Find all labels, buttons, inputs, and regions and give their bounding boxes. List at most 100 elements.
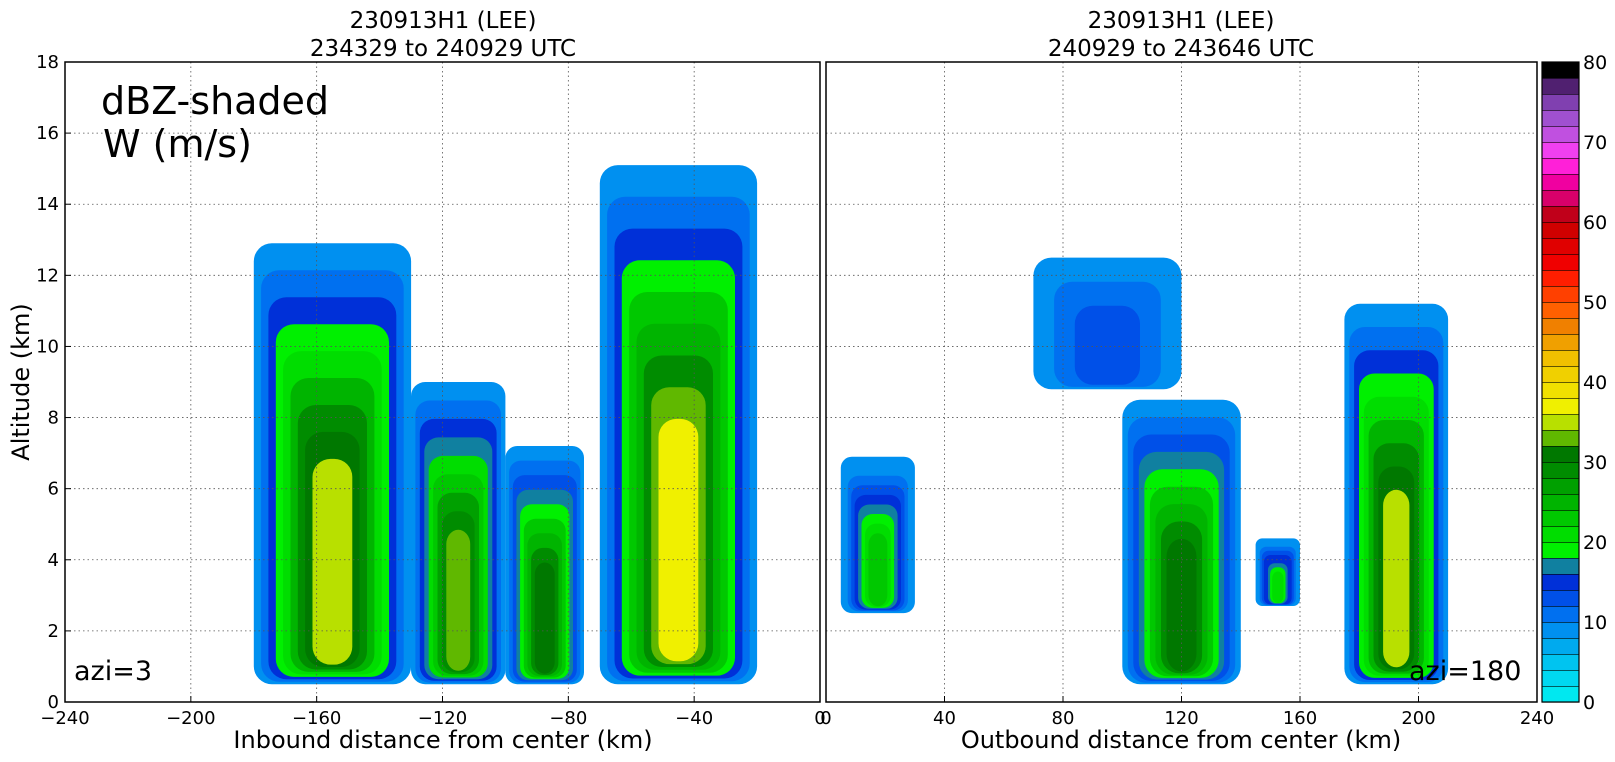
colorbar-swatch xyxy=(1541,557,1580,575)
right-echo-column xyxy=(1033,257,1182,390)
colorbar-swatch xyxy=(1541,173,1580,191)
left-echo-layer xyxy=(658,418,699,662)
colorbar-tick-label: 20 xyxy=(1583,532,1607,554)
colorbar-swatch xyxy=(1541,301,1580,319)
right-xtick-label: 240 xyxy=(1520,708,1554,729)
left-ytick-label: 16 xyxy=(36,123,59,144)
colorbar-swatch xyxy=(1541,493,1580,511)
left-xlabel: Inbound distance from center (km) xyxy=(233,726,652,754)
colorbar-swatch xyxy=(1541,429,1580,447)
left-grid xyxy=(65,62,820,702)
colorbar-swatch xyxy=(1541,269,1580,287)
colorbar-tick-label: 60 xyxy=(1583,212,1607,234)
left-echo-layer xyxy=(312,458,353,665)
colorbar-swatch xyxy=(1541,189,1580,207)
left-ytick-label: 2 xyxy=(48,621,59,642)
colorbar-tick-label: 0 xyxy=(1583,692,1595,714)
right-echo-layer xyxy=(1166,538,1197,672)
colorbar-swatch xyxy=(1541,541,1580,559)
right-xtick-label: 80 xyxy=(1052,708,1075,729)
colorbar-swatch xyxy=(1541,61,1580,79)
colorbar-swatch xyxy=(1541,77,1580,95)
colorbar-swatch xyxy=(1541,477,1580,495)
right-xtick-label: 120 xyxy=(1164,708,1198,729)
left-echo-layer xyxy=(446,529,471,671)
colorbar-swatch xyxy=(1541,573,1580,591)
colorbar-swatch xyxy=(1541,653,1580,671)
colorbar-swatch xyxy=(1541,365,1580,383)
left-ytick-label: 18 xyxy=(36,52,59,73)
colorbar-swatch xyxy=(1541,205,1580,223)
colorbar-frame xyxy=(1541,61,1580,703)
right-subtitle: 240929 to 243646 UTC xyxy=(1048,36,1314,62)
left-ytick-label: 14 xyxy=(36,194,59,215)
left-xtick-label: −80 xyxy=(549,708,587,729)
right-x-ticks: 0 40 80 120 160 200 240 xyxy=(820,696,1554,729)
colorbar-swatch xyxy=(1541,685,1580,703)
left-ytick-label: 6 xyxy=(48,479,59,500)
left-annotation-line1: dBZ-shaded xyxy=(101,79,329,123)
colorbar-swatch xyxy=(1541,509,1580,527)
colorbar-swatch xyxy=(1541,109,1580,127)
left-panel: 230913H1 (LEE) 234329 to 240929 UTC −240… xyxy=(7,8,826,754)
colorbar-tick-label: 50 xyxy=(1583,292,1607,314)
colorbar-swatch xyxy=(1541,141,1580,159)
colorbar-swatch xyxy=(1541,621,1580,639)
colorbar-tick-label: 30 xyxy=(1583,452,1607,474)
colorbar-swatch xyxy=(1541,397,1580,415)
right-xtick-label: 0 xyxy=(820,708,831,729)
colorbar-swatch xyxy=(1541,413,1580,431)
right-echo-column xyxy=(840,456,915,614)
colorbar-swatch xyxy=(1541,157,1580,175)
left-azimuth-label: azi=3 xyxy=(74,656,152,687)
right-panel: 230913H1 (LEE) 240929 to 243646 UTC 0 40 8… xyxy=(820,8,1554,754)
left-y-ticks: 0 2 4 6 8 10 12 14 16 18 xyxy=(36,52,71,713)
colorbar-tick-label: 10 xyxy=(1583,612,1607,634)
colorbar-swatch xyxy=(1541,669,1580,687)
left-xtick-label: −200 xyxy=(166,708,215,729)
left-ytick-label: 10 xyxy=(36,336,59,357)
colorbar-tick-label: 80 xyxy=(1583,52,1607,74)
left-echo-column xyxy=(411,382,506,685)
right-title: 230913H1 (LEE) xyxy=(1088,8,1275,34)
right-azimuth-label: azi=180 xyxy=(1409,656,1521,687)
right-echo-layer xyxy=(1088,321,1127,384)
right-echo-column xyxy=(1344,303,1449,685)
left-xtick-label: −120 xyxy=(418,708,467,729)
left-ytick-label: 4 xyxy=(48,550,59,571)
left-ylabel: Altitude (km) xyxy=(7,303,35,460)
left-x-ticks: −240 −200 −160 −120 −80 −40 0 xyxy=(40,696,826,729)
left-ytick-label: 8 xyxy=(48,408,59,429)
colorbar-swatch xyxy=(1541,445,1580,463)
colorbar-swatch xyxy=(1541,253,1580,271)
left-xtick-label: −240 xyxy=(40,708,89,729)
left-echo-column xyxy=(505,446,584,685)
colorbar-swatch xyxy=(1541,461,1580,479)
right-xtick-label: 40 xyxy=(933,708,956,729)
left-annotation-line2: W (m/s) xyxy=(103,122,252,166)
left-echo-column xyxy=(253,243,412,685)
right-echo-column xyxy=(1122,399,1241,685)
colorbar-swatch xyxy=(1541,237,1580,255)
left-echo-column xyxy=(599,165,758,685)
right-echo-layer xyxy=(1383,489,1410,668)
right-xtick-label: 200 xyxy=(1401,708,1435,729)
colorbar-swatch xyxy=(1541,381,1580,399)
colorbar-swatch xyxy=(1541,125,1580,143)
right-echo-column xyxy=(1255,538,1300,606)
colorbar-swatch xyxy=(1541,349,1580,367)
colorbar-swatch xyxy=(1541,221,1580,239)
colorbar-tick-label: 40 xyxy=(1583,372,1607,394)
colorbar-swatches xyxy=(1541,61,1580,703)
colorbar-swatch xyxy=(1541,589,1580,607)
right-xtick-label: 160 xyxy=(1283,708,1317,729)
left-plot-area xyxy=(253,165,758,685)
right-grid xyxy=(826,62,1537,702)
left-title: 230913H1 (LEE) xyxy=(350,8,537,34)
colorbar: 0 10 20 30 40 50 60 70 80 xyxy=(1541,52,1607,714)
right-xlabel: Outbound distance from center (km) xyxy=(961,726,1401,754)
colorbar-swatch xyxy=(1541,525,1580,543)
left-xtick-label: −160 xyxy=(292,708,341,729)
left-xtick-label: −40 xyxy=(675,708,713,729)
